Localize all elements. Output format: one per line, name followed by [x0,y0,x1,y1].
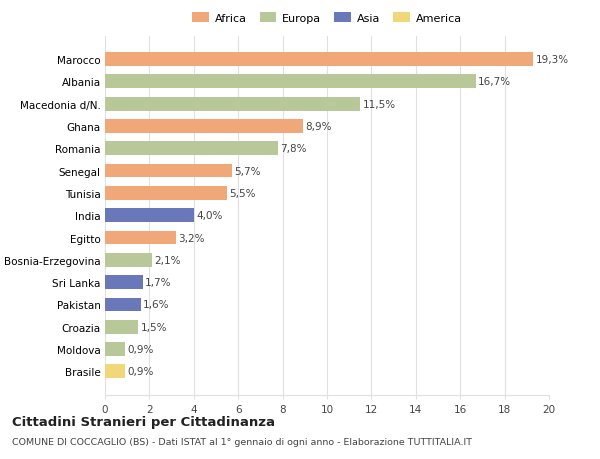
Text: 8,9%: 8,9% [305,122,331,132]
Text: 11,5%: 11,5% [362,100,395,109]
Text: 1,7%: 1,7% [145,278,172,287]
Text: 2,1%: 2,1% [154,255,181,265]
Text: 0,9%: 0,9% [127,367,154,376]
Text: 16,7%: 16,7% [478,77,511,87]
Text: 0,9%: 0,9% [127,344,154,354]
Bar [105,342,125,356]
Bar [105,164,232,178]
Text: 3,2%: 3,2% [178,233,205,243]
Text: COMUNE DI COCCAGLIO (BS) - Dati ISTAT al 1° gennaio di ogni anno - Elaborazione : COMUNE DI COCCAGLIO (BS) - Dati ISTAT al… [12,437,472,446]
Bar [105,97,361,112]
Text: 5,7%: 5,7% [234,166,260,176]
Legend: Africa, Europa, Asia, America: Africa, Europa, Asia, America [188,8,466,28]
Text: 1,5%: 1,5% [140,322,167,332]
Text: 19,3%: 19,3% [536,55,569,65]
Bar [105,275,143,290]
Text: 1,6%: 1,6% [143,300,169,310]
Bar [105,320,139,334]
Bar [105,209,194,223]
Text: 7,8%: 7,8% [280,144,307,154]
Bar [105,186,227,201]
Text: 4,0%: 4,0% [196,211,223,221]
Bar [105,142,278,156]
Bar [105,231,176,245]
Text: Cittadini Stranieri per Cittadinanza: Cittadini Stranieri per Cittadinanza [12,415,275,428]
Bar [105,364,125,379]
Bar [105,298,140,312]
Bar [105,75,476,89]
Text: 5,5%: 5,5% [229,189,256,198]
Bar [105,120,302,134]
Bar [105,53,533,67]
Bar [105,253,152,267]
